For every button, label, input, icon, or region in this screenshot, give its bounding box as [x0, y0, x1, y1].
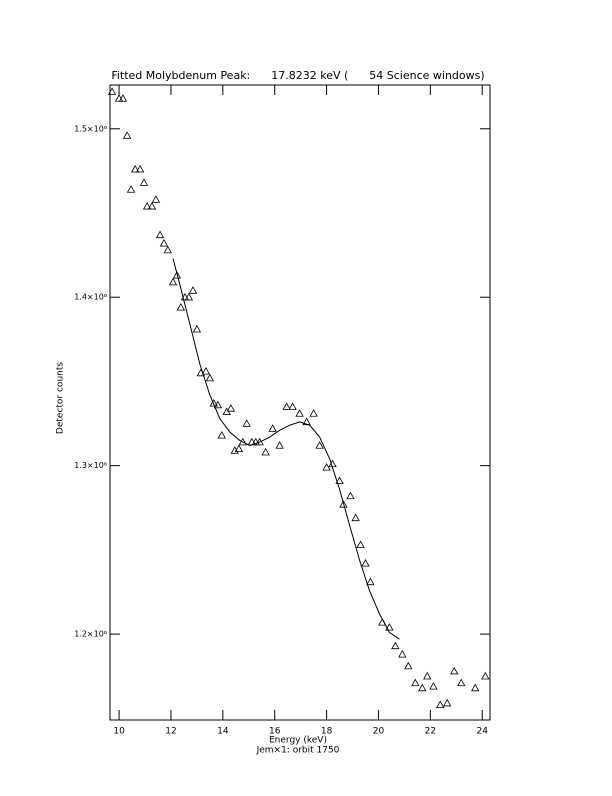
y-tick-label: 1.4×10⁶ — [74, 293, 107, 302]
data-point — [411, 678, 420, 687]
x-tick-label: 16 — [269, 727, 281, 737]
data-point — [391, 641, 400, 650]
data-point — [176, 303, 185, 311]
data-point — [335, 476, 344, 485]
data-point — [481, 671, 490, 680]
data-point — [315, 441, 324, 449]
x-tick-label: 20 — [373, 727, 385, 737]
chart-title: Fitted Molybdenum Peak: 17.8232 keV ( 54… — [111, 69, 484, 82]
data-point — [322, 463, 331, 471]
data-point — [226, 404, 236, 412]
data-point — [288, 402, 297, 410]
data-point — [423, 671, 432, 680]
data-point — [209, 399, 218, 407]
data-point — [436, 700, 445, 709]
data-point — [118, 94, 128, 102]
x-tick-label: 22 — [425, 727, 436, 737]
data-point — [429, 681, 438, 690]
data-point — [107, 87, 117, 95]
data-point — [135, 164, 145, 173]
x-axis-label: Energy (keV) — [269, 736, 327, 746]
data-point — [361, 559, 370, 567]
data-point — [366, 577, 375, 586]
x-tick-label: 12 — [165, 727, 176, 737]
data-point — [163, 245, 173, 254]
x-tick-label: 14 — [217, 727, 229, 737]
x-tick-label: 10 — [113, 727, 125, 737]
y-tick-label: 1.2×10⁶ — [74, 630, 107, 639]
fit-line — [172, 258, 400, 640]
data-point — [309, 409, 318, 417]
data-point — [356, 540, 365, 549]
data-point — [139, 178, 149, 186]
data-point — [242, 419, 251, 427]
data-point — [155, 230, 165, 239]
data-point — [443, 698, 452, 707]
data-point — [151, 195, 161, 203]
data-point — [126, 185, 136, 193]
data-point — [217, 431, 226, 439]
data-point — [339, 500, 348, 508]
data-point — [205, 373, 215, 382]
data-point — [172, 271, 182, 279]
data-point — [346, 491, 355, 500]
data-point — [261, 447, 270, 456]
data-point — [192, 324, 202, 333]
y-tick-label: 1.5×10⁶ — [74, 124, 107, 133]
data-point — [122, 131, 132, 139]
data-point — [450, 666, 459, 675]
data-point — [268, 424, 277, 432]
data-point — [238, 437, 247, 446]
data-point — [159, 239, 169, 247]
plot-frame — [109, 84, 491, 721]
chart-subtitle: Jem×1: orbit 1750 — [256, 746, 340, 756]
data-point — [457, 678, 466, 687]
data-point — [147, 201, 157, 210]
data-point — [282, 402, 291, 410]
data-point — [418, 683, 427, 692]
y-tick-label: 1.3×10⁶ — [74, 461, 107, 470]
data-point — [404, 661, 413, 670]
data-point — [234, 444, 244, 453]
data-point — [184, 292, 194, 301]
data-point — [275, 441, 284, 449]
data-point — [142, 201, 152, 210]
data-point — [168, 277, 178, 286]
data-point — [295, 409, 304, 417]
x-tick-label: 18 — [321, 727, 333, 737]
data-point — [213, 400, 223, 409]
data-point — [351, 513, 360, 522]
data-point — [398, 649, 407, 658]
x-tick-label: 24 — [476, 727, 488, 737]
data-point — [188, 286, 198, 294]
data-point — [130, 164, 140, 173]
data-point — [201, 367, 211, 375]
y-axis-label: Detector counts — [56, 362, 66, 434]
data-point — [385, 623, 394, 631]
data-point — [471, 683, 480, 692]
